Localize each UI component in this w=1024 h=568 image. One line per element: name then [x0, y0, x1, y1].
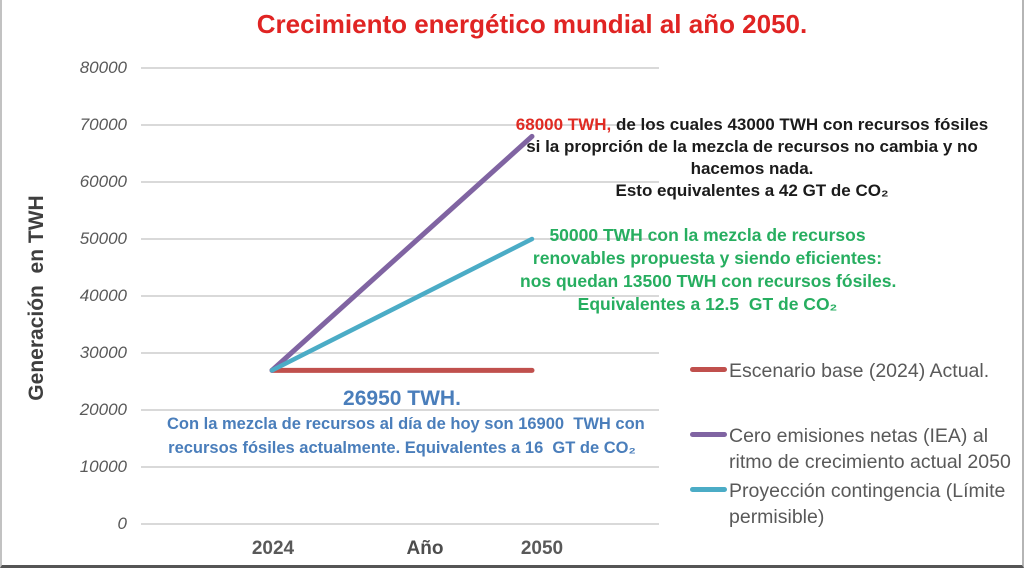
y-tick-label-20000: 20000: [79, 400, 127, 419]
x-axis-title: Año: [406, 538, 444, 559]
annotation-net-zero: 68000 TWH, de los cuales 43000 TWH con r…: [507, 114, 997, 202]
series-line-2: [269, 236, 535, 373]
annotation-net-zero-line1: 68000 TWH, de los cuales 43000 TWH con r…: [507, 114, 997, 136]
annotation-base-line2: recursos fósiles actualmente. Equivalent…: [168, 439, 636, 457]
annotation-base-value: 26950 TWH.: [343, 387, 461, 410]
legend-marker-1: [690, 432, 727, 437]
annotation-base-scenario: 26950 TWH. Con la mezcla de recursos al …: [167, 386, 645, 460]
y-gridline-30000: [141, 352, 659, 354]
annotation-net-zero-line4: Esto equivalentes a 42 GT de CO₂: [615, 181, 889, 200]
annotation-net-zero-rest: de los cuales 43000 TWH con recursos fós…: [611, 115, 989, 134]
x-tick-2050: 2050: [520, 538, 564, 559]
legend-label-2: Proyección contingencia (Límite permisib…: [729, 480, 1006, 528]
series-line-1: [269, 133, 535, 373]
y-tick-label-60000: 60000: [79, 172, 127, 191]
annotation-contingency-line2: renovables propuesta y siendo eficientes…: [532, 248, 883, 268]
legend-marker-2: [690, 487, 727, 492]
legend-item-1: Cero emisiones netas (IEA) al ritmo de c…: [690, 423, 1022, 475]
y-tick-label-80000: 80000: [79, 58, 127, 77]
x-tick-2024: 2024: [251, 538, 295, 559]
y-tick-label-0: 0: [117, 514, 127, 533]
y-gridline-60000: [141, 181, 659, 183]
annotation-contingency: 50000 TWH con la mezcla de recursos reno…: [520, 224, 897, 316]
y-gridline-0: [141, 523, 659, 525]
annotation-net-zero-line3: hacemos nada.: [690, 159, 814, 178]
y-gridline-40000: [141, 295, 659, 297]
legend-item-0: Escenario base (2024) Actual.: [690, 358, 1022, 384]
y-tick-label-70000: 70000: [79, 115, 127, 134]
legend-label-0: Escenario base (2024) Actual.: [729, 360, 990, 382]
y-tick-label-50000: 50000: [79, 229, 127, 248]
y-gridline-80000: [141, 67, 659, 69]
y-gridline-20000: [141, 409, 659, 411]
chart-title: Crecimiento energético mundial al año 20…: [256, 9, 808, 39]
y-tick-label-30000: 30000: [79, 343, 127, 362]
y-tick-label-40000: 40000: [79, 286, 127, 305]
annotation-net-zero-value: 68000 TWH,: [515, 115, 612, 134]
y-gridline-10000: [141, 466, 659, 468]
y-gridline-50000: [141, 238, 659, 240]
annotation-net-zero-line2: si la proprción de la mezcla de recursos…: [526, 137, 978, 156]
annotation-base-line1: Con la mezcla de recursos al día de hoy …: [167, 415, 645, 433]
legend-item-2: Proyección contingencia (Límite permisib…: [690, 478, 1022, 530]
annotation-contingency-line4: Equivalentes a 12.5 GT de CO₂: [577, 294, 838, 314]
y-gridline-70000: [141, 124, 659, 126]
legend-marker-0: [690, 367, 727, 372]
y-tick-label-10000: 10000: [79, 457, 127, 476]
annotation-contingency-line1: 50000 TWH con la mezcla de recursos: [549, 225, 866, 245]
annotation-contingency-line3: nos quedan 13500 TWH con recursos fósile…: [520, 271, 897, 291]
legend-label-1: Cero emisiones netas (IEA) al ritmo de c…: [729, 425, 1011, 473]
